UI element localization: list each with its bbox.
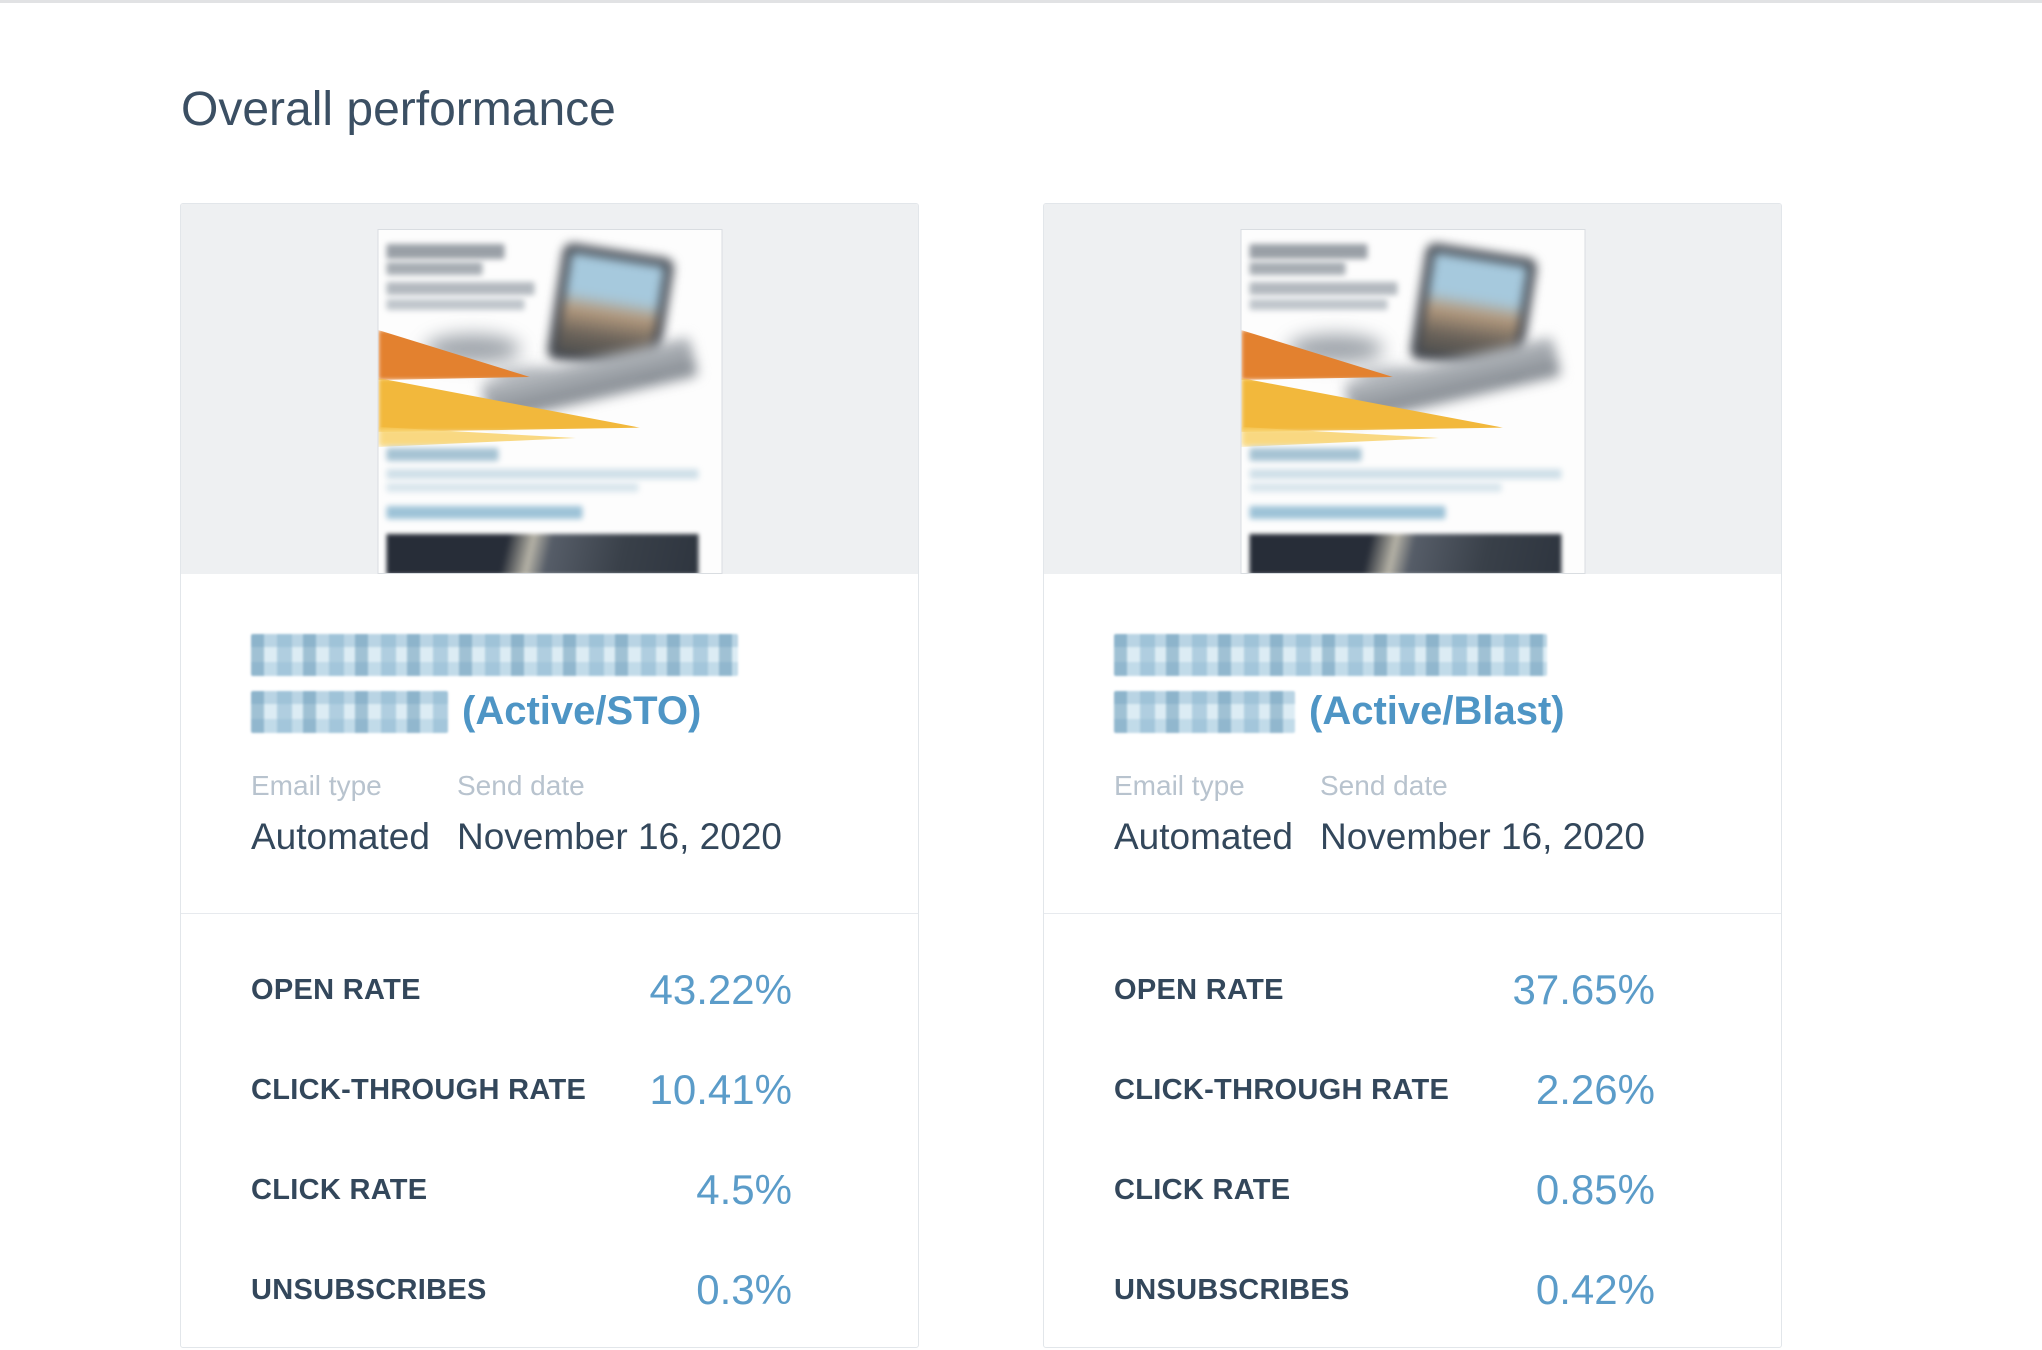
thumb-redacted-paragraph [1249,483,1501,492]
stat-row-click-rate: CLICK RATE 0.85% [1114,1140,1655,1240]
email-type-label: Email type [251,770,382,801]
email-title-suffix: (Active/STO) [462,689,702,733]
thumb-redacted-subheading [386,448,498,461]
stat-row-unsubscribes: UNSUBSCRIBES 0.3% [251,1240,792,1340]
email-card-header [181,204,918,574]
email-title-line1 [251,626,848,683]
performance-cards-row: (Active/STO) Email type Automated Send d… [180,203,1782,1348]
email-title-link[interactable]: (Active/STO) [251,626,848,740]
stat-label: CLICK-THROUGH RATE [251,1073,587,1106]
email-card-info: (Active/Blast) Email type Automated Send… [1044,574,1781,913]
thumb-redacted-paragraph [386,483,638,492]
redacted-email-name [251,634,738,676]
email-preview-thumbnail[interactable] [1240,229,1585,574]
send-date-value: November 16, 2020 [1320,816,1645,857]
stat-label: UNSUBSCRIBES [251,1273,487,1306]
email-card-header [1044,204,1781,574]
email-meta: Email type Automated Send date November … [251,770,848,858]
stat-row-open-rate: OPEN RATE 37.65% [1114,940,1655,1040]
email-card-blast: (Active/Blast) Email type Automated Send… [1043,203,1782,1348]
stat-row-click-rate: CLICK RATE 4.5% [251,1140,792,1240]
stat-value: 37.65% [1512,966,1655,1013]
thumb-keyboard-photo [1249,534,1561,573]
stat-label: CLICK RATE [1114,1173,1291,1206]
thumb-redacted-paragraph [1249,469,1561,479]
thumb-redacted-link [1249,506,1445,519]
stat-label: OPEN RATE [1114,973,1284,1006]
email-meta: Email type Automated Send date November … [1114,770,1711,858]
redacted-email-name [1114,634,1547,676]
email-type-value: Automated [1114,816,1293,857]
stat-label: UNSUBSCRIBES [1114,1273,1350,1306]
thumb-redacted-link [386,506,582,519]
redacted-email-name [1114,691,1295,733]
stat-value: 0.85% [1535,1166,1655,1213]
redacted-email-name [251,691,448,733]
thumb-redacted-text [386,282,534,295]
stat-row-unsubscribes: UNSUBSCRIBES 0.42% [1114,1240,1655,1340]
thumb-redacted-text [1249,282,1397,295]
send-date-column: Send date November 16, 2020 [457,770,782,858]
stat-value: 4.5% [696,1166,792,1213]
email-type-label: Email type [1114,770,1245,801]
send-date-label: Send date [1320,770,1448,801]
email-stats: OPEN RATE 43.22% CLICK-THROUGH RATE 10.4… [181,913,918,1347]
stat-value: 10.41% [649,1066,792,1113]
email-type-column: Email type Automated [251,770,457,858]
thumb-redacted-headline [1249,244,1367,259]
send-date-column: Send date November 16, 2020 [1320,770,1645,858]
email-preview-thumbnail[interactable] [377,229,722,574]
stat-value: 0.3% [696,1266,792,1313]
send-date-value: November 16, 2020 [457,816,782,857]
stat-label: OPEN RATE [251,973,421,1006]
thumb-redacted-text [386,299,524,310]
thumb-redacted-headline [386,244,504,259]
thumb-redacted-headline [386,262,482,275]
email-title-link[interactable]: (Active/Blast) [1114,626,1711,740]
stat-value: 2.26% [1535,1066,1655,1113]
stat-row-open-rate: OPEN RATE 43.22% [251,940,792,1040]
thumb-redacted-paragraph [386,469,698,479]
email-stats: OPEN RATE 37.65% CLICK-THROUGH RATE 2.26… [1044,913,1781,1347]
email-type-value: Automated [251,816,430,857]
email-title-line1 [1114,626,1711,683]
email-title-suffix: (Active/Blast) [1309,689,1565,733]
email-card-sto: (Active/STO) Email type Automated Send d… [180,203,919,1348]
section-top-divider [0,0,2042,3]
thumb-redacted-subheading [1249,448,1361,461]
thumb-keyboard-photo [386,534,698,573]
stat-value: 43.22% [649,966,792,1013]
stat-row-click-through-rate: CLICK-THROUGH RATE 2.26% [1114,1040,1655,1140]
email-title-line2: (Active/STO) [251,683,848,740]
stat-value: 0.42% [1535,1266,1655,1313]
send-date-label: Send date [457,770,585,801]
stat-label: CLICK-THROUGH RATE [1114,1073,1450,1106]
thumb-redacted-headline [1249,262,1345,275]
page-title: Overall performance [181,83,616,136]
email-type-column: Email type Automated [1114,770,1320,858]
stat-label: CLICK RATE [251,1173,428,1206]
stat-row-click-through-rate: CLICK-THROUGH RATE 10.41% [251,1040,792,1140]
thumb-redacted-text [1249,299,1387,310]
email-card-info: (Active/STO) Email type Automated Send d… [181,574,918,913]
email-title-line2: (Active/Blast) [1114,683,1711,740]
